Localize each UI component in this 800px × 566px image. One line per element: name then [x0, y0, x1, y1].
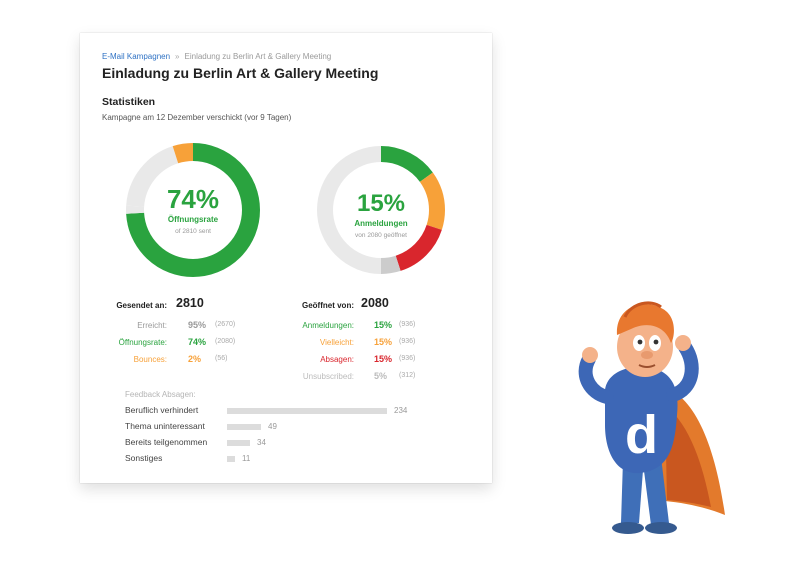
- feedback-item-count: 11: [242, 454, 251, 463]
- sent-stat-count: (56): [215, 355, 228, 362]
- opened-stat-label: Vielleicht:: [319, 338, 354, 347]
- sent-stat-count: (2670): [215, 321, 236, 328]
- feedback-item-count: 34: [257, 438, 266, 447]
- opened-stat-value: 15%: [374, 320, 393, 330]
- registrations-donut-chart: [317, 146, 445, 274]
- page-title: Einladung zu Berlin Art & Gallery Meetin…: [102, 65, 379, 81]
- sent-stat-label: Erreicht:: [137, 321, 167, 330]
- feedback-item-count: 49: [268, 422, 277, 431]
- opened-stat-count: (312): [399, 372, 416, 379]
- opened-stat-count: (936): [399, 338, 416, 345]
- sent-stat-value: 74%: [188, 337, 207, 347]
- opened-stat-count: (936): [399, 321, 416, 328]
- sent-to-value: 2810: [176, 296, 204, 310]
- breadcrumb-current: Einladung zu Berlin Art & Gallery Meetin…: [184, 52, 332, 61]
- campaign-stats-card: E-Mail Kampagnen » Einladung zu Berlin Art…: [80, 33, 492, 483]
- opened-stat-count: (936): [399, 355, 416, 362]
- opened-stat-value: 5%: [374, 371, 388, 381]
- feedback-item-count: 234: [394, 406, 408, 415]
- open-rate-percent: 74%: [166, 184, 220, 214]
- registrations-sub: von 2080 geöffnet: [355, 232, 407, 239]
- donut-segment-unsubscribed: [317, 146, 445, 274]
- opened-stat-label: Anmeldungen:: [302, 321, 354, 330]
- section-title: Statistiken: [102, 96, 156, 108]
- donut-segment-bounces: [126, 143, 260, 277]
- sent-stat-value: 95%: [188, 320, 207, 330]
- sent-stats: Gesendet an: 2810 Erreicht: 95% (2670) Öf…: [80, 296, 280, 386]
- sent-stat-count: (2080): [215, 338, 236, 345]
- open-rate-label: Öffnungsrate: [167, 215, 219, 224]
- sent-stat-label: Öffnungsrate:: [118, 338, 167, 347]
- sent-to-label: Gesendet an:: [116, 301, 167, 310]
- registrations-percent: 15%: [356, 190, 406, 217]
- donut-segment-bounces: [126, 143, 260, 277]
- opened-by-label: Geöffnet von:: [302, 301, 354, 310]
- mascot-d-logo-icon: d: [625, 405, 658, 465]
- feedback-title: Feedback Absagen:: [125, 390, 196, 399]
- opened-by-value: 2080: [361, 296, 389, 310]
- opened-stat-value: 15%: [374, 337, 393, 347]
- opened-stat-label: Absagen:: [320, 355, 354, 364]
- open-rate-sub: of 2810 sent: [175, 228, 211, 235]
- opened-stats: Geöffnet von: 2080 Anmeldungen: 15% (936…: [270, 296, 492, 406]
- breadcrumb: E-Mail Kampagnen » Einladung zu Berlin Art…: [102, 52, 331, 61]
- feedback-item-label: Thema uninteressant: [125, 421, 205, 431]
- sent-info: Kampagne am 12 Dezember verschickt (vor …: [102, 113, 292, 122]
- opened-stat-label: Unsubscribed:: [302, 372, 354, 381]
- feedback-item-bar: [227, 440, 250, 446]
- donut-segment-vielleicht: [317, 146, 445, 274]
- feedback-item-label: Bereits teilgenommen: [125, 437, 208, 447]
- mascot-illustration: d: [578, 301, 725, 534]
- donut-segment-rest: [317, 146, 445, 274]
- sent-stat-label: Bounces:: [133, 355, 167, 364]
- breadcrumb-separator: »: [175, 52, 180, 61]
- feedback-item-label: Sonstiges: [125, 453, 163, 463]
- sent-stat-value: 2%: [188, 354, 202, 364]
- feedback-item-bar: [227, 456, 235, 462]
- feedback-item-bar: [227, 408, 387, 414]
- feedback-item-label: Beruflich verhindert: [125, 405, 199, 415]
- opened-stat-value: 15%: [374, 354, 393, 364]
- open-rate-donut-chart: [126, 143, 260, 277]
- registrations-label: Anmeldungen: [354, 219, 408, 228]
- breadcrumb-link-email-campaigns[interactable]: E-Mail Kampagnen: [102, 52, 171, 61]
- registrations-donut: 15% Anmeldungen von 2080 geöffnet: [311, 140, 451, 280]
- feedback-item-bar: [227, 424, 261, 430]
- open-rate-donut: 74% Öffnungsrate of 2810 sent: [123, 140, 263, 280]
